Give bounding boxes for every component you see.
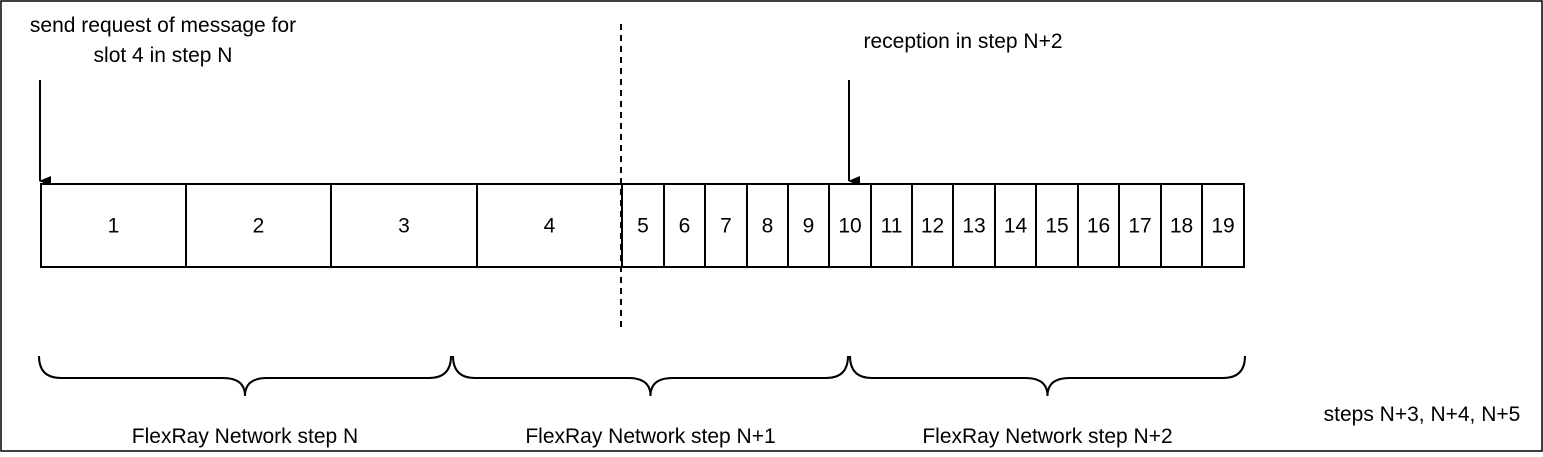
send-request-line2: slot 4 in step N (94, 44, 233, 67)
slot-12: 12 (911, 183, 954, 268)
slot-box (746, 183, 789, 268)
slot-number: 17 (1128, 215, 1151, 238)
slot-number: 5 (637, 215, 649, 238)
slot-18: 18 (1160, 183, 1203, 268)
slot-11: 11 (870, 183, 913, 268)
slot-number: 1 (108, 215, 120, 238)
slot-box (1077, 183, 1120, 268)
slot-box (787, 183, 830, 268)
slot-9: 9 (787, 183, 830, 268)
curly-brace (452, 355, 849, 397)
slot-box (870, 183, 913, 268)
slot-box (911, 183, 954, 268)
slot-box (1201, 183, 1245, 268)
slot-box (952, 183, 996, 268)
slot-number: 16 (1087, 215, 1110, 238)
slot-box (476, 183, 623, 268)
slot-5: 5 (621, 183, 665, 268)
brace-step-0: FlexRay Network step N (38, 355, 452, 448)
slot-number: 9 (803, 215, 815, 238)
step-label: FlexRay Network step N (132, 425, 358, 448)
reception-label: reception in step N+2 (863, 30, 1062, 53)
slot-7: 7 (704, 183, 748, 268)
slot-15: 15 (1035, 183, 1079, 268)
slot-6: 6 (663, 183, 706, 268)
slot-8: 8 (746, 183, 789, 268)
slot-3: 3 (330, 183, 478, 268)
slot-box (1035, 183, 1079, 268)
slot-19: 19 (1201, 183, 1245, 268)
step-label: FlexRay Network step N+2 (922, 425, 1172, 448)
send-request-line1: send request of message for (30, 14, 296, 37)
slot-number: 2 (253, 215, 265, 238)
brace-step-2: FlexRay Network step N+2 (849, 355, 1246, 448)
slot-number: 6 (679, 215, 691, 238)
slot-box (621, 183, 665, 268)
slot-box (663, 183, 706, 268)
step-braces: FlexRay Network step N FlexRay Network st… (38, 355, 1246, 448)
slot-number: 7 (720, 215, 732, 238)
curly-brace (38, 355, 452, 397)
curly-brace (849, 355, 1246, 397)
step-label: FlexRay Network step N+1 (525, 425, 775, 448)
slot-row: 1 2 3 4 5 6 7 8 9 10 11 12 13 14 15 16 17 18 19 (40, 183, 1245, 268)
slot-number: 3 (398, 215, 410, 238)
slot-17: 17 (1118, 183, 1162, 268)
slot-number: 11 (881, 215, 903, 238)
slot-box (40, 183, 187, 268)
brace-step-1: FlexRay Network step N+1 (452, 355, 849, 448)
slot-2: 2 (185, 183, 332, 268)
slot-number: 18 (1170, 215, 1193, 238)
slot-13: 13 (952, 183, 996, 268)
slot-10: 10 (828, 183, 872, 268)
slot-box (1118, 183, 1162, 268)
slot-4: 4 (476, 183, 623, 268)
slot-14: 14 (994, 183, 1037, 268)
slot-number: 8 (762, 215, 774, 238)
slot-number: 10 (838, 215, 861, 238)
later-steps-label: steps N+3, N+4, N+5 (1324, 403, 1521, 426)
slot-number: 14 (1004, 215, 1028, 238)
slot-1: 1 (40, 183, 187, 268)
slot-number: 4 (544, 215, 556, 238)
slot-number: 13 (962, 215, 985, 238)
slot-number: 15 (1045, 215, 1068, 238)
slot-box (704, 183, 748, 268)
slot-number: 19 (1211, 215, 1234, 238)
slot-box (330, 183, 478, 268)
slot-box (1160, 183, 1203, 268)
slot-number: 12 (921, 215, 944, 238)
slot-16: 16 (1077, 183, 1120, 268)
